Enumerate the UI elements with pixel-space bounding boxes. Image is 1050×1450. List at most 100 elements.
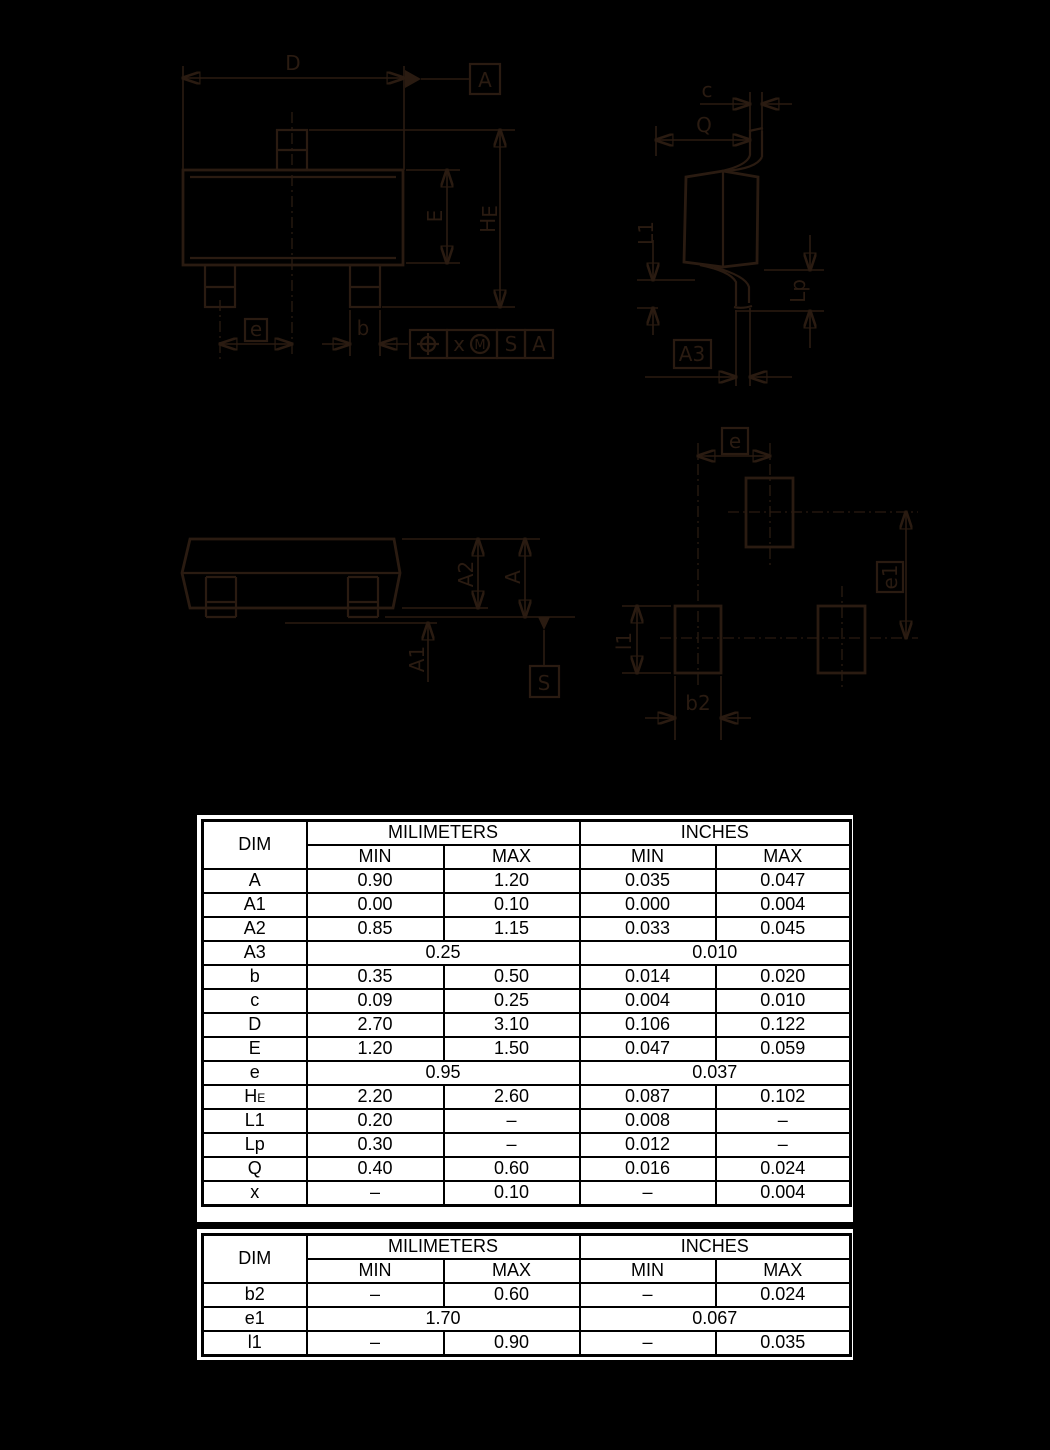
- table-row: e 0.95 0.037: [201, 1060, 852, 1086]
- dimension-table-2: DIM MILIMETERS INCHES MIN MAX MIN MAX b2–0.60–0…: [201, 1233, 853, 1357]
- cell-dim: A1: [201, 892, 308, 918]
- cell-dim: D: [201, 1012, 308, 1038]
- header-mm-min: MIN: [305, 1258, 445, 1284]
- fcf-datum-s: S: [505, 332, 518, 356]
- mmc-circle-icon: [469, 333, 491, 355]
- dim-label-e-pitch: e: [250, 317, 262, 341]
- cell-mm-min: 0.90: [305, 868, 445, 894]
- cell-mm-max: 0.60: [442, 1156, 581, 1182]
- dim-label-l1: L1: [634, 221, 658, 245]
- cell-mm-min: 0.40: [305, 1156, 445, 1182]
- header-in-max: MAX: [714, 1258, 852, 1284]
- cell-dim: l1: [201, 1330, 308, 1357]
- table-subheader-row: MIN MAX MIN MAX: [203, 844, 852, 870]
- cell-in-max: 0.047: [714, 868, 852, 894]
- table-row: e1 1.70 0.067: [201, 1306, 852, 1332]
- header-mm-max: MAX: [442, 1258, 581, 1284]
- cell-in-min: 0.047: [578, 1036, 717, 1062]
- dimension-table-2-container: DIM MILIMETERS INCHES MIN MAX MIN MAX b2–0.60–0…: [197, 1229, 853, 1360]
- fcf-datum-a: A: [532, 332, 546, 356]
- cell-dim: E: [201, 1036, 308, 1062]
- cell-in-max: 0.010: [714, 988, 852, 1014]
- table-row: Lp 0.30–0.012–: [201, 1132, 852, 1158]
- dim-label-e1: e1: [878, 564, 902, 589]
- cell-mm-max: –: [442, 1132, 581, 1158]
- cell-in-min: 0.035: [578, 868, 717, 894]
- cell-mm-max: 3.10: [442, 1012, 581, 1038]
- dimension-table-1: DIM MILIMETERS INCHES MIN MAX MIN MAX A 0.90 1.20…: [201, 819, 853, 1207]
- cell-mm-max: 0.10: [442, 892, 581, 918]
- dim-label-a2: A2: [454, 561, 478, 587]
- package-outline-drawings: D A E HE e: [180, 51, 918, 740]
- header-inches: INCHES: [578, 819, 852, 846]
- profile-view-drawing: A2 A A1 S: [180, 539, 575, 699]
- header-dim: DIM: [201, 819, 308, 870]
- table-row: x –0.10–0.004: [201, 1180, 852, 1207]
- header-mm-max: MAX: [442, 844, 581, 870]
- cell-mm-min: 0.00: [305, 892, 445, 918]
- front-view-drawing: D A E HE e: [183, 51, 555, 360]
- cell-in-min: 0.014: [578, 964, 717, 990]
- dim-label-he: HE: [476, 205, 502, 233]
- cell-mm-max: –: [442, 1108, 581, 1134]
- dim-label-d: D: [285, 51, 300, 75]
- header-in-max: MAX: [714, 844, 852, 870]
- dim-label-a1: A1: [405, 646, 429, 672]
- header-dim: DIM: [201, 1233, 308, 1284]
- cell-dim: x: [201, 1180, 308, 1207]
- cell-in-min: 0.012: [578, 1132, 717, 1158]
- cell-mm-min: 0.30: [305, 1132, 445, 1158]
- table-header-row: DIM MILIMETERS INCHES: [201, 1233, 852, 1284]
- cell-mm-min: 2.70: [305, 1012, 445, 1038]
- table-row: A 0.90 1.20 0.035 0.047: [201, 868, 852, 894]
- cell-in-max: 0.004: [714, 1180, 852, 1207]
- datum-triangle: [405, 70, 421, 88]
- cell-mm-min: –: [305, 1180, 445, 1207]
- cell-mm: 1.70: [305, 1306, 581, 1332]
- cell-in: 0.037: [578, 1060, 852, 1086]
- header-in-min: MIN: [578, 844, 717, 870]
- header-mm-min: MIN: [305, 844, 445, 870]
- cell-dim: L1: [201, 1108, 308, 1134]
- table-subheader-row: MIN MAX MIN MAX: [203, 1258, 852, 1284]
- table-row: L1 0.20–0.008–: [201, 1108, 852, 1134]
- header-in-min: MIN: [578, 1258, 717, 1284]
- cell-mm-max: 0.60: [442, 1282, 581, 1308]
- table-row: Q 0.40 0.60 0.016 0.024: [201, 1156, 852, 1182]
- side-view-drawing: c Q L1 Lp A3: [634, 78, 824, 386]
- cell-in-min: –: [578, 1282, 717, 1308]
- cell-in-max: 0.004: [714, 892, 852, 918]
- cell-mm-max: 0.25: [442, 988, 581, 1014]
- dim-label-q: Q: [696, 113, 712, 137]
- cell-in-max: 0.024: [714, 1156, 852, 1182]
- cell-mm-min: 0.20: [305, 1108, 445, 1134]
- cell-mm-min: 2.20: [305, 1084, 445, 1110]
- cell-dim: b: [201, 964, 308, 990]
- fcf-modifier-m: M: [474, 338, 485, 353]
- datum-label-s: S: [538, 671, 551, 695]
- cell-in-max: 0.020: [714, 964, 852, 990]
- table-row: A1 0.00 0.10 0.000 0.004: [201, 892, 852, 918]
- cell-dim: A: [201, 868, 308, 894]
- cell-dim: c: [201, 988, 308, 1014]
- cell-in-min: 0.008: [578, 1108, 717, 1134]
- table-row: b2–0.60–0.024: [201, 1282, 852, 1308]
- table-row: A2 0.85 1.15 0.033 0.045: [201, 916, 852, 942]
- dim-label-b: b: [357, 316, 370, 340]
- cell-mm-min: –: [305, 1282, 445, 1308]
- cell-in-max: 0.024: [714, 1282, 852, 1308]
- table-row: HE 2.20 2.60 0.087 0.102: [201, 1084, 852, 1110]
- cell-dim: e1: [201, 1306, 308, 1332]
- cell-mm-min: 0.85: [305, 916, 445, 942]
- cell-in-min: 0.087: [578, 1084, 717, 1110]
- dimension-table-1-container: DIM MILIMETERS INCHES MIN MAX MIN MAX A 0.90 1.20…: [197, 815, 853, 1222]
- dim-label-l1-land: l1: [612, 632, 636, 650]
- table-row: D 2.70 3.10 0.106 0.122: [201, 1012, 852, 1038]
- dim-label-c: c: [702, 78, 713, 102]
- cell-in-min: –: [578, 1330, 717, 1357]
- cell-dim: e: [201, 1060, 308, 1086]
- cell-mm-max: 1.15: [442, 916, 581, 942]
- cell-in-min: 0.004: [578, 988, 717, 1014]
- cell-mm-min: 0.09: [305, 988, 445, 1014]
